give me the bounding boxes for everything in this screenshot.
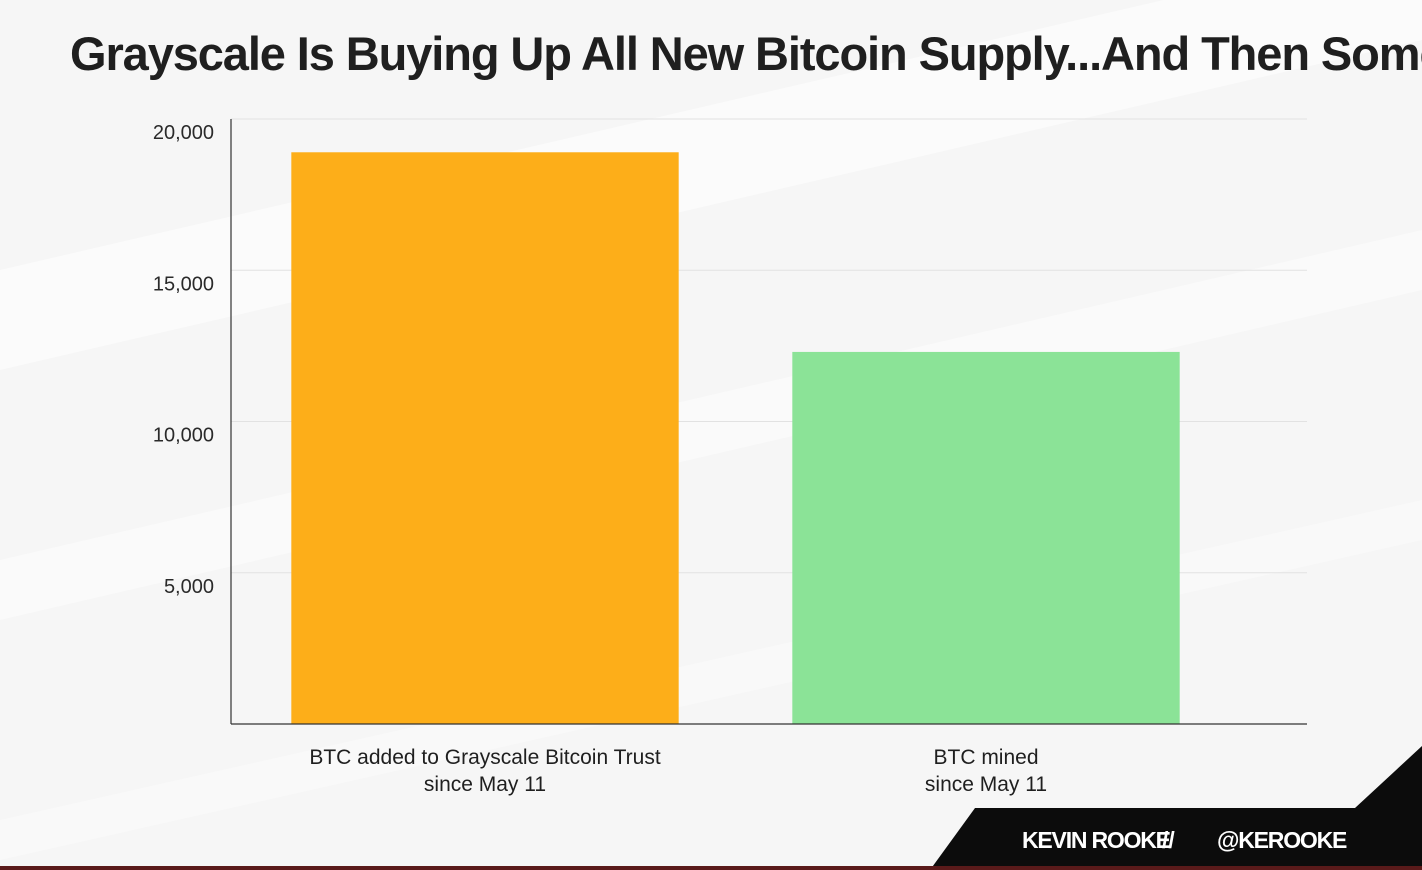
y-tick-labels: 5,000 10,000 15,000 20,000	[153, 122, 214, 598]
x-category-label-line: BTC added to Grayscale Bitcoin Trust	[309, 746, 660, 769]
branding-banner: KEVIN ROOKE // @KEROOKE	[930, 746, 1422, 870]
bars	[291, 152, 1180, 724]
branding-separator: //	[1162, 827, 1175, 853]
chart-title: Grayscale Is Buying Up All New Bitcoin S…	[70, 27, 1422, 80]
x-category-label-line: BTC mined	[933, 746, 1038, 769]
x-category-label-line: since May 11	[424, 773, 546, 796]
x-category-label: BTC added to Grayscale Bitcoin Trust sinc…	[309, 746, 660, 796]
y-tick-label: 15,000	[153, 273, 214, 295]
author-handle: @KEROOKE	[1217, 827, 1347, 853]
x-category-label: BTC mined since May 11	[925, 746, 1047, 796]
footer-band	[0, 866, 1422, 870]
y-tick-label: 20,000	[153, 122, 214, 144]
bar-2	[792, 351, 1180, 724]
y-tick-label: 10,000	[153, 425, 214, 447]
axes	[230, 119, 1307, 725]
author-name: KEVIN ROOKE	[1022, 827, 1171, 853]
bar-1	[291, 152, 679, 724]
x-category-labels: BTC added to Grayscale Bitcoin Trust sinc…	[309, 746, 1047, 796]
x-category-label-line: since May 11	[925, 773, 1047, 796]
y-tick-label: 5,000	[164, 576, 214, 598]
